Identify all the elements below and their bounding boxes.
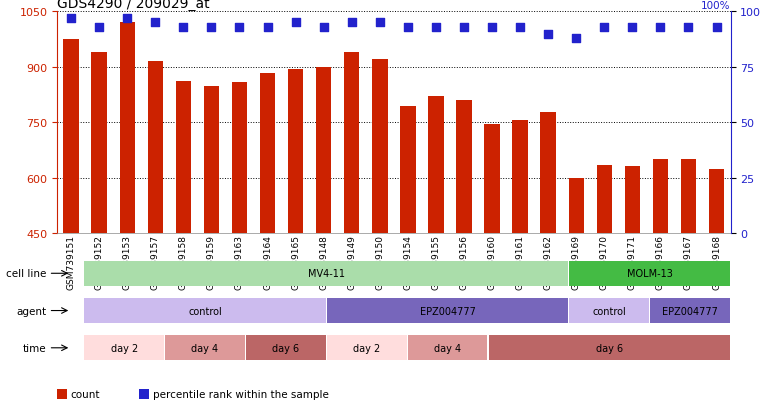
Bar [84,261,568,286]
Bar [204,87,219,233]
Bar [91,53,107,233]
Bar [139,389,149,399]
Text: day 4: day 4 [192,343,218,353]
Text: control: control [188,306,222,316]
Point [458,24,470,31]
Text: day 2: day 2 [110,343,138,353]
Point [345,20,358,27]
Point [402,24,414,31]
Text: GDS4290 / 209029_at: GDS4290 / 209029_at [57,0,210,12]
Point [430,24,442,31]
Bar [625,167,640,233]
Bar [408,336,488,360]
Bar [326,299,568,323]
Bar [326,336,406,360]
Point [570,36,582,42]
Point [654,24,667,31]
Bar [63,40,79,233]
Bar [288,69,304,233]
Text: EPZ004777: EPZ004777 [662,306,718,316]
Text: time: time [22,343,46,353]
Bar [569,299,649,323]
Bar [597,165,612,233]
Bar [540,113,556,233]
Text: day 2: day 2 [353,343,380,353]
Bar [569,261,730,286]
Point [234,24,246,31]
Point [289,20,301,27]
Point [121,16,133,22]
Bar [148,62,163,233]
Bar [708,170,724,233]
Text: control: control [592,306,626,316]
Text: count: count [71,389,100,399]
Point [177,24,189,31]
Point [205,24,218,31]
Point [514,24,526,31]
Bar [84,336,164,360]
Bar [165,336,245,360]
Text: day 6: day 6 [596,343,622,353]
Point [374,20,386,27]
Point [683,24,695,31]
Bar [119,24,135,233]
Bar [681,160,696,233]
Text: cell line: cell line [5,268,46,279]
Bar [489,336,730,360]
Bar [246,336,326,360]
Point [93,24,105,31]
Text: 100%: 100% [701,1,731,11]
Bar [650,299,730,323]
Bar [344,53,359,233]
Text: MOLM-13: MOLM-13 [627,268,673,279]
Bar [457,101,472,233]
Point [486,24,498,31]
Bar [232,82,247,233]
Text: agent: agent [16,306,46,316]
Text: day 6: day 6 [272,343,299,353]
Text: EPZ004777: EPZ004777 [419,306,476,316]
Bar [400,106,416,233]
Point [149,20,161,27]
Bar [484,125,500,233]
Point [317,24,330,31]
Text: day 4: day 4 [434,343,461,353]
Point [711,24,723,31]
Point [626,24,638,31]
Bar [372,60,387,233]
Text: percentile rank within the sample: percentile rank within the sample [153,389,329,399]
Point [542,31,554,38]
Bar [428,97,444,233]
Bar [260,74,275,233]
Text: MV4-11: MV4-11 [307,268,345,279]
Bar [568,178,584,233]
Point [262,24,274,31]
Bar [316,68,331,233]
Bar [84,299,326,323]
Bar [57,389,67,399]
Point [598,24,610,31]
Bar [176,82,191,233]
Bar [512,121,528,233]
Point [65,16,77,22]
Bar [653,160,668,233]
